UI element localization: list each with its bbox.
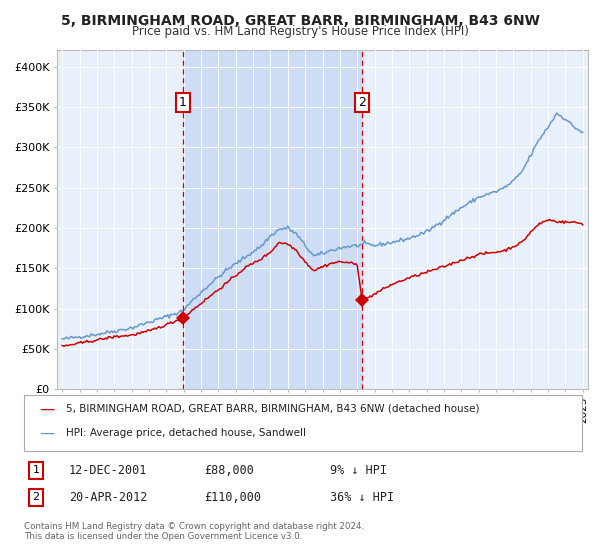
Text: £88,000: £88,000 (204, 464, 254, 477)
Text: 1: 1 (179, 96, 187, 109)
Text: 12-DEC-2001: 12-DEC-2001 (69, 464, 148, 477)
Text: 2: 2 (32, 492, 40, 502)
Text: HPI: Average price, detached house, Sandwell: HPI: Average price, detached house, Sand… (66, 428, 306, 438)
Text: —: — (39, 402, 54, 416)
Text: 5, BIRMINGHAM ROAD, GREAT BARR, BIRMINGHAM, B43 6NW (detached house): 5, BIRMINGHAM ROAD, GREAT BARR, BIRMINGH… (66, 404, 479, 414)
Text: 20-APR-2012: 20-APR-2012 (69, 491, 148, 504)
Text: Contains HM Land Registry data © Crown copyright and database right 2024.
This d: Contains HM Land Registry data © Crown c… (24, 522, 364, 542)
Text: 9% ↓ HPI: 9% ↓ HPI (330, 464, 387, 477)
Text: 2: 2 (358, 96, 367, 109)
Bar (183, 50, 362, 389)
Text: 36% ↓ HPI: 36% ↓ HPI (330, 491, 394, 504)
Text: 1: 1 (32, 465, 40, 475)
Text: 5, BIRMINGHAM ROAD, GREAT BARR, BIRMINGHAM, B43 6NW: 5, BIRMINGHAM ROAD, GREAT BARR, BIRMINGH… (61, 14, 539, 28)
Text: —: — (39, 426, 54, 440)
Text: £110,000: £110,000 (204, 491, 261, 504)
Text: Price paid vs. HM Land Registry's House Price Index (HPI): Price paid vs. HM Land Registry's House … (131, 25, 469, 38)
